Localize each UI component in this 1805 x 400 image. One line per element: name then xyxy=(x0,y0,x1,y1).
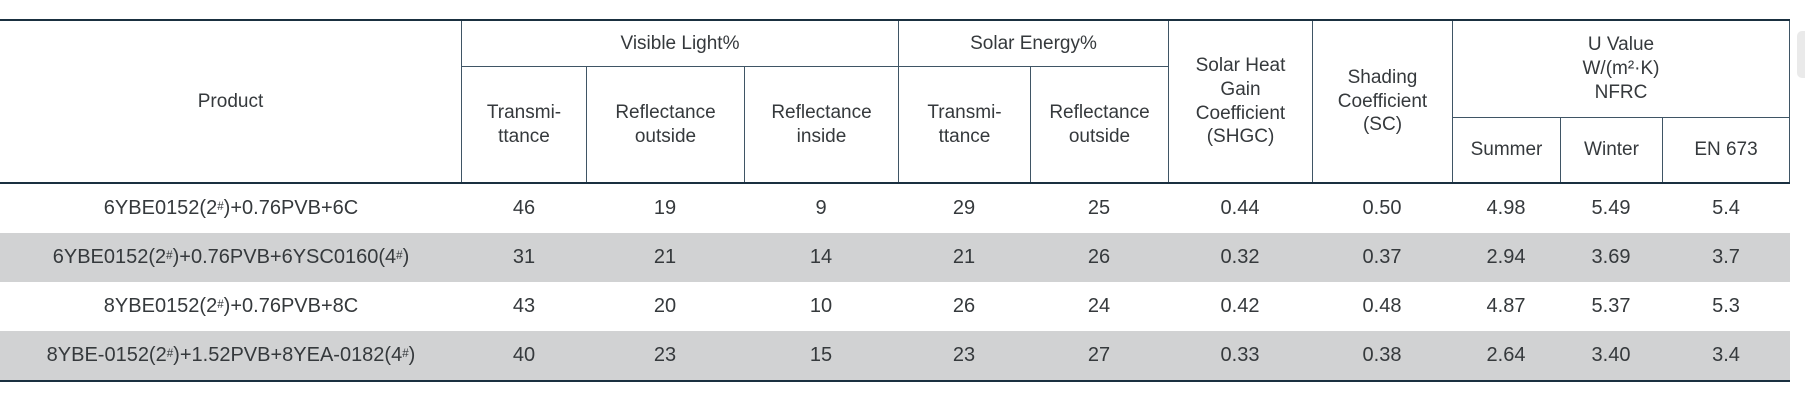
value-cell: 0.38 xyxy=(1362,344,1402,366)
header-vl-reflectance-inside: Reflectance inside xyxy=(744,67,898,182)
value-cell: 46 xyxy=(512,197,536,219)
edge-artifact xyxy=(1797,31,1805,78)
table-row: 8YBE-0152(2 #)+1.52PVB+8YEA-0182(4 #) 40 23 1… xyxy=(0,331,1790,380)
header-vl-reflectance-outside: Reflectance outside xyxy=(586,67,744,182)
header-en673: EN 673 xyxy=(1662,118,1790,182)
product-cell: 8YBE-0152(2 #)+1.52PVB+8YEA-0182(4 #) xyxy=(46,344,416,366)
header-se-reflectance-outside: Reflectance outside xyxy=(1030,67,1168,182)
header-visible-light-group: Visible Light% xyxy=(462,21,898,67)
value-cell: 3.7 xyxy=(1712,246,1740,268)
product-cell: 8YBE0152(2 #)+0.76PVB+8C xyxy=(103,295,359,317)
value-cell: 24 xyxy=(1087,295,1111,317)
table-header: Product Visible Light% Solar Energy% Sol… xyxy=(0,19,1790,184)
value-cell: 5.4 xyxy=(1712,197,1740,219)
value-cell: 23 xyxy=(952,344,976,366)
value-cell: 5.3 xyxy=(1712,295,1740,317)
value-cell: 21 xyxy=(653,246,677,268)
value-cell: 3.4 xyxy=(1712,344,1740,366)
header-winter: Winter xyxy=(1560,118,1662,182)
value-cell: 25 xyxy=(1087,197,1111,219)
header-product: Product xyxy=(0,21,462,182)
value-cell: 15 xyxy=(809,344,833,366)
value-cell: 26 xyxy=(1087,246,1111,268)
value-cell: 5.49 xyxy=(1591,197,1631,219)
value-cell: 0.48 xyxy=(1362,295,1402,317)
value-cell: 2.94 xyxy=(1486,246,1526,268)
value-cell: 2.64 xyxy=(1486,344,1526,366)
value-cell: 0.50 xyxy=(1362,197,1402,219)
value-cell: 0.37 xyxy=(1362,246,1402,268)
product-cell: 6YBE0152(2 #)+0.76PVB+6YSC0160(4 #) xyxy=(52,246,410,268)
header-solar-energy-group: Solar Energy% xyxy=(898,21,1168,67)
value-cell: 10 xyxy=(809,295,833,317)
table-row: 8YBE0152(2 #)+0.76PVB+8C 43 20 10 26 24 0.42 0.4… xyxy=(0,282,1790,331)
table-row: 6YBE0152(2 #)+0.76PVB+6C 46 19 9 29 25 0.44 0.50… xyxy=(0,184,1790,233)
value-cell: 27 xyxy=(1087,344,1111,366)
header-shgc: Solar Heat Gain Coefficient (SHGC) xyxy=(1168,21,1312,182)
header-summer: Summer xyxy=(1452,118,1560,182)
value-cell: 40 xyxy=(512,344,536,366)
table-body: 6YBE0152(2 #)+0.76PVB+6C 46 19 9 29 25 0.44 0.50… xyxy=(0,184,1790,382)
header-u-value-group: U Value W/(m²·K) NFRC xyxy=(1452,21,1790,118)
value-cell: 23 xyxy=(653,344,677,366)
value-cell: 14 xyxy=(809,246,833,268)
value-cell: 0.32 xyxy=(1220,246,1260,268)
product-cell: 6YBE0152(2 #)+0.76PVB+6C xyxy=(103,197,359,219)
header-se-transmittance: Transmi- ttance xyxy=(898,67,1030,182)
table-row: 6YBE0152(2 #)+0.76PVB+6YSC0160(4 #) 31 21 14 2… xyxy=(0,233,1790,282)
value-cell: 19 xyxy=(653,197,677,219)
value-cell: 43 xyxy=(512,295,536,317)
value-cell: 26 xyxy=(952,295,976,317)
value-cell: 20 xyxy=(653,295,677,317)
value-cell: 5.37 xyxy=(1591,295,1631,317)
value-cell: 4.87 xyxy=(1486,295,1526,317)
value-cell: 3.69 xyxy=(1591,246,1631,268)
spec-table: Product Visible Light% Solar Energy% Sol… xyxy=(0,19,1790,382)
value-cell: 0.42 xyxy=(1220,295,1260,317)
value-cell: 9 xyxy=(815,197,827,219)
header-vl-transmittance: Transmi- ttance xyxy=(486,101,562,147)
header-shading-coefficient: Shading Coefficient (SC) xyxy=(1312,21,1452,182)
value-cell: 4.98 xyxy=(1486,197,1526,219)
value-cell: 29 xyxy=(952,197,976,219)
value-cell: 3.40 xyxy=(1591,344,1631,366)
value-cell: 0.33 xyxy=(1220,344,1260,366)
value-cell: 21 xyxy=(952,246,976,268)
value-cell: 0.44 xyxy=(1220,197,1260,219)
value-cell: 31 xyxy=(512,246,536,268)
